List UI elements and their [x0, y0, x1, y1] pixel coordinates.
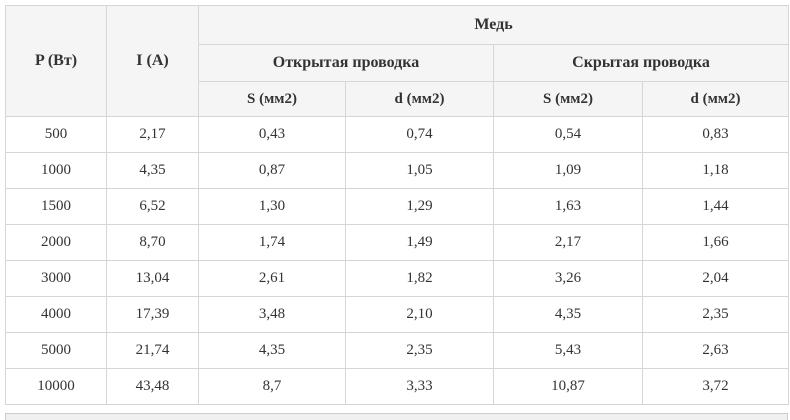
hidden-s-cell: 3,26 — [493, 260, 643, 297]
current-cell: 8,70 — [106, 224, 199, 261]
open-d-cell: 1,82 — [345, 260, 494, 297]
power-cell: 4000 — [5, 296, 107, 333]
power-cell: 3000 — [5, 260, 107, 297]
table-row: 4000 17,39 3,48 2,10 4,35 2,35 — [5, 296, 790, 333]
current-cell: 17,39 — [106, 296, 199, 333]
open-d-column-header: d (мм2) — [345, 81, 494, 117]
power-cell: 500 — [5, 116, 107, 153]
table-row: 1500 6,52 1,30 1,29 1,63 1,44 — [5, 188, 790, 225]
open-s-column-header: S (мм2) — [198, 81, 346, 117]
open-s-cell: 3,48 — [198, 296, 346, 333]
table-body: 500 2,17 0,43 0,74 0,54 0,83 1000 4,35 0… — [5, 116, 790, 405]
hidden-d-cell: 2,63 — [641, 332, 790, 369]
open-s-cell: 2,61 — [198, 260, 346, 297]
table-row: 2000 8,70 1,74 1,49 2,17 1,66 — [5, 224, 790, 261]
hidden-d-cell: 1,44 — [641, 188, 790, 225]
open-s-cell: 0,43 — [198, 116, 346, 153]
power-cell: 1000 — [5, 152, 107, 189]
open-d-cell: 1,29 — [345, 188, 494, 225]
current-column-header: I (A) — [106, 5, 199, 117]
hidden-wiring-header: Скрытая проводка — [492, 44, 790, 82]
open-s-cell: 1,30 — [198, 188, 346, 225]
open-s-cell: 4,35 — [198, 332, 346, 369]
table-row: 5000 21,74 4,35 2,35 5,43 2,63 — [5, 332, 790, 369]
hidden-s-cell: 1,63 — [493, 188, 643, 225]
hidden-s-cell: 10,87 — [493, 368, 643, 405]
power-column-header: P (Вт) — [5, 5, 107, 117]
table-header: P (Вт) I (A) Медь Открытая проводка Скры… — [5, 5, 790, 117]
hidden-s-cell: 4,35 — [493, 296, 643, 333]
current-cell: 2,17 — [106, 116, 199, 153]
hidden-d-column-header: d (мм2) — [641, 81, 790, 117]
power-cell: 5000 — [5, 332, 107, 369]
hidden-s-cell: 2,17 — [493, 224, 643, 261]
table-row: 10000 43,48 8,7 3,33 10,87 3,72 — [5, 368, 790, 405]
table-row: 500 2,17 0,43 0,74 0,54 0,83 — [5, 116, 790, 153]
hidden-d-cell: 0,83 — [641, 116, 790, 153]
power-cell: 10000 — [5, 368, 107, 405]
current-cell: 21,74 — [106, 332, 199, 369]
current-cell: 4,35 — [106, 152, 199, 189]
hidden-d-cell: 1,66 — [641, 224, 790, 261]
current-cell: 6,52 — [106, 188, 199, 225]
copper-wiring-table: P (Вт) I (A) Медь Открытая проводка Скры… — [5, 5, 790, 405]
current-cell: 13,04 — [106, 260, 199, 297]
open-d-cell: 1,49 — [345, 224, 494, 261]
power-cell: 2000 — [5, 224, 107, 261]
open-d-cell: 0,74 — [345, 116, 494, 153]
next-table-header-partial — [5, 413, 788, 420]
open-d-cell: 2,10 — [345, 296, 494, 333]
hidden-s-column-header: S (мм2) — [493, 81, 643, 117]
material-group-header: Медь — [197, 5, 790, 45]
open-s-cell: 8,7 — [198, 368, 346, 405]
hidden-s-cell: 0,54 — [493, 116, 643, 153]
open-s-cell: 1,74 — [198, 224, 346, 261]
hidden-d-cell: 2,04 — [641, 260, 790, 297]
open-s-cell: 0,87 — [198, 152, 346, 189]
table-row: 3000 13,04 2,61 1,82 3,26 2,04 — [5, 260, 790, 297]
power-cell: 1500 — [5, 188, 107, 225]
open-wiring-header: Открытая проводка — [198, 44, 494, 82]
hidden-s-cell: 1,09 — [493, 152, 643, 189]
open-d-cell: 2,35 — [345, 332, 494, 369]
hidden-d-cell: 3,72 — [641, 368, 790, 405]
current-cell: 43,48 — [106, 368, 199, 405]
hidden-d-cell: 1,18 — [641, 152, 790, 189]
hidden-s-cell: 5,43 — [493, 332, 643, 369]
open-d-cell: 3,33 — [345, 368, 494, 405]
hidden-d-cell: 2,35 — [641, 296, 790, 333]
table-row: 1000 4,35 0,87 1,05 1,09 1,18 — [5, 152, 790, 189]
open-d-cell: 1,05 — [345, 152, 494, 189]
